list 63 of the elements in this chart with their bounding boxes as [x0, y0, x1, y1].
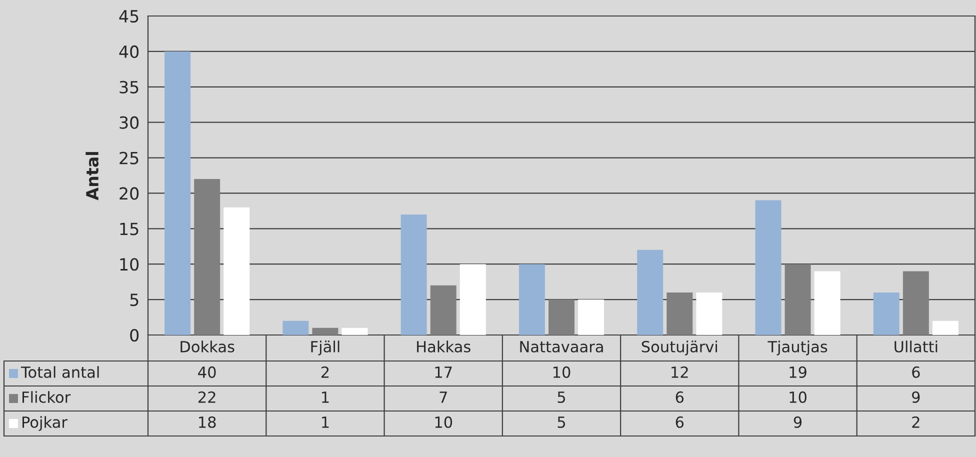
- y-tick-label: 5: [130, 294, 138, 306]
- bar: [873, 292, 900, 335]
- y-tick-label: 25: [120, 152, 138, 164]
- y-tick-label: 0: [130, 328, 139, 342]
- bar: [578, 300, 604, 335]
- x-tick-label: Dokkas: [180, 340, 234, 352]
- bar: [400, 214, 427, 335]
- data-label: 17: [435, 366, 452, 378]
- data-label: 40: [198, 366, 216, 378]
- data-label: 5: [558, 392, 566, 403]
- legend-label: Pojkar: [22, 416, 68, 431]
- bar: [430, 285, 456, 335]
- data-label: 10: [553, 366, 570, 378]
- y-tick-label: 45: [119, 10, 138, 23]
- y-axis-title: Antal: [86, 152, 99, 200]
- bar: [224, 207, 250, 335]
- data-label: 18: [199, 416, 216, 428]
- bar: [164, 51, 191, 335]
- data-label: 6: [912, 366, 920, 378]
- bar: [312, 328, 338, 335]
- y-tick-label: 35: [120, 80, 138, 94]
- bar: [548, 300, 574, 335]
- data-label: 9: [912, 391, 920, 403]
- legend-label: Flickor: [22, 391, 71, 403]
- y-tick-label: 20: [120, 187, 139, 200]
- data-label: 10: [435, 416, 452, 428]
- x-tick-label: Ullatti: [894, 340, 938, 352]
- bar: [194, 179, 220, 335]
- x-tick-label: Soutujärvi: [642, 340, 717, 356]
- data-label: 5: [558, 416, 566, 428]
- data-label: 1: [322, 416, 329, 428]
- y-tick-label: 10: [120, 258, 139, 271]
- bar: [755, 200, 782, 335]
- x-tick-label: Fjäll: [311, 340, 340, 356]
- data-label: 2: [912, 416, 920, 428]
- data-label: 2: [321, 366, 329, 378]
- bar: [932, 320, 958, 335]
- x-tick-label: Nattavaara: [520, 341, 603, 352]
- data-label: 9: [794, 416, 802, 428]
- bar: [902, 271, 929, 335]
- data-label: 6: [676, 416, 684, 428]
- y-tick-label: 15: [120, 222, 138, 236]
- bar: [637, 250, 664, 335]
- x-tick-label: Tjautjas: [768, 340, 828, 356]
- data-label: 7: [440, 392, 447, 403]
- data-label: 12: [672, 366, 688, 378]
- legend-label: Total antal: [20, 366, 99, 378]
- bar: [282, 320, 309, 335]
- bar: [460, 264, 486, 335]
- x-tick-label: Hakkas: [417, 340, 470, 352]
- data-label: 1: [322, 392, 329, 403]
- bar: [518, 264, 545, 335]
- y-tick-label: 40: [119, 45, 139, 58]
- bar: [666, 292, 693, 335]
- data-label: 10: [790, 391, 806, 403]
- data-label: 19: [790, 366, 806, 378]
- bar: [814, 271, 840, 335]
- data-label: 22: [198, 391, 216, 403]
- data-label: 6: [676, 391, 684, 403]
- bar: [784, 264, 811, 335]
- bar: [696, 292, 722, 335]
- y-tick-label: 30: [120, 116, 139, 129]
- bar: [342, 328, 368, 335]
